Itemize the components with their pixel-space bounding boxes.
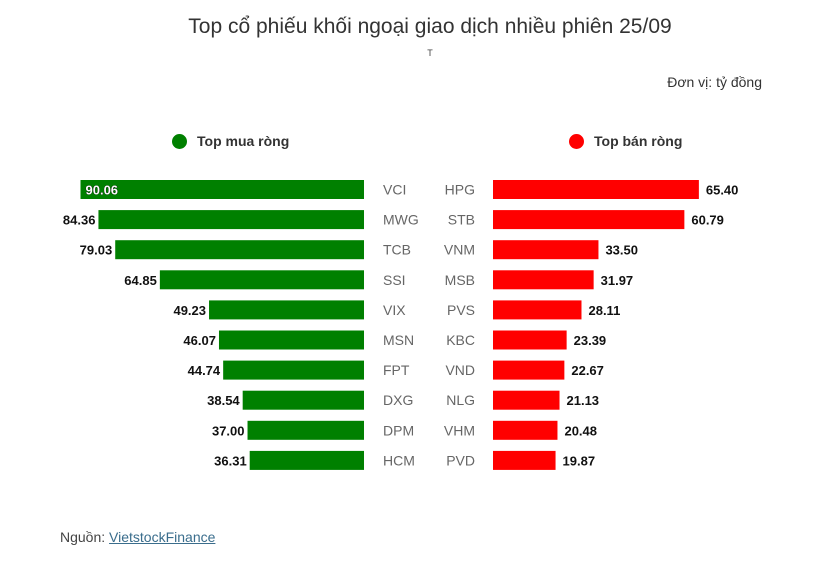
sell-category-label: VND: [445, 362, 475, 378]
sell-category-label: KBC: [446, 332, 475, 348]
legend-sell-label: Top bán ròng: [594, 133, 683, 149]
buy-category-label: DXG: [383, 392, 413, 408]
buy-category-label: FPT: [383, 362, 410, 378]
sell-value-label: 21.13: [567, 393, 600, 408]
sell-category-label: NLG: [446, 392, 475, 408]
buy-bar-dxg: [242, 390, 364, 410]
buy-category-label: MSN: [383, 332, 414, 348]
sell-category-label: PVS: [447, 302, 475, 318]
sell-category-label: MSB: [445, 272, 475, 288]
buy-bar-tcb: [115, 240, 365, 260]
sell-bar-vhm: [493, 420, 558, 440]
unit-label: Đơn vị: tỷ đồng: [667, 74, 762, 90]
buy-value-label: 36.31: [214, 453, 247, 468]
buy-category-label: VIX: [383, 302, 406, 318]
buy-category-label: MWG: [383, 212, 419, 228]
legend-buy-marker: [172, 133, 187, 149]
sell-value-label: 20.48: [564, 423, 597, 438]
sell-bar-pvs: [493, 300, 582, 320]
sell-bar-kbc: [493, 330, 567, 350]
source-label: Nguồn:: [60, 529, 110, 545]
buy-bar-hcm: [249, 450, 364, 470]
buy-category-label: DPM: [383, 422, 414, 438]
sell-bar-pvd: [493, 450, 556, 470]
chart-subtitle: T: [427, 48, 433, 58]
sell-category-label: VNM: [444, 242, 475, 258]
buy-value-label: 84.36: [63, 213, 96, 228]
sell-bar-stb: [493, 210, 685, 230]
buy-value-label: 38.54: [207, 393, 240, 408]
buy-value-label: 90.06: [86, 183, 119, 198]
sell-category-label: PVD: [446, 452, 475, 468]
sell-bar-vnd: [493, 360, 565, 380]
buy-category-label: HCM: [383, 452, 415, 468]
source-note: Nguồn: VietstockFinance: [60, 529, 215, 545]
sell-category-label: STB: [448, 212, 475, 228]
buy-bar-dpm: [247, 420, 364, 440]
sell-value-label: 28.11: [588, 303, 620, 318]
sell-bar-msb: [493, 270, 594, 290]
sell-category-label: HPG: [445, 182, 475, 198]
sell-value-label: 22.67: [571, 363, 604, 378]
legend-sell-marker: [569, 133, 584, 149]
buy-category-label: TCB: [383, 242, 411, 258]
sell-bar-vnm: [493, 240, 599, 260]
sell-value-label: 60.79: [691, 213, 724, 228]
buy-bar-vci: [80, 180, 364, 199]
buy-value-label: 37.00: [212, 423, 245, 438]
sell-value-label: 19.87: [563, 453, 596, 468]
legend-buy-label: Top mua ròng: [197, 133, 290, 149]
buy-bar-msn: [218, 330, 364, 350]
sell-bar-nlg: [493, 390, 560, 410]
sell-value-label: 31.97: [601, 273, 634, 288]
sell-category-label: VHM: [444, 422, 475, 438]
sell-bar-hpg: [493, 180, 699, 199]
source-link[interactable]: VietstockFinance: [109, 529, 216, 545]
sell-value-label: 33.50: [605, 243, 638, 258]
sell-value-label: 65.40: [706, 183, 739, 198]
buy-category-label: SSI: [383, 272, 406, 288]
buy-value-label: 64.85: [124, 273, 157, 288]
buy-value-label: 44.74: [188, 363, 221, 378]
buy-bar-vix: [209, 300, 364, 320]
chart-title: Top cổ phiếu khối ngoại giao dịch nhiều …: [188, 15, 672, 38]
sell-value-label: 23.39: [574, 333, 607, 348]
legend-buy: Top mua ròng: [172, 133, 289, 149]
buy-bar-ssi: [159, 270, 364, 290]
buy-category-label: VCI: [383, 182, 406, 198]
buy-value-label: 79.03: [80, 243, 113, 258]
buy-value-label: 46.07: [183, 333, 216, 348]
buy-value-label: 49.23: [173, 303, 206, 318]
buy-bar-fpt: [223, 360, 364, 380]
buy-bar-mwg: [98, 210, 364, 230]
legend-sell: Top bán ròng: [569, 133, 682, 149]
